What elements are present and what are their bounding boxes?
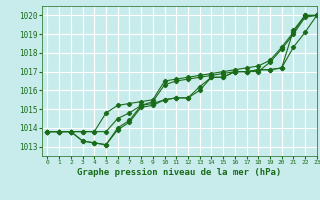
X-axis label: Graphe pression niveau de la mer (hPa): Graphe pression niveau de la mer (hPa) <box>77 168 281 177</box>
